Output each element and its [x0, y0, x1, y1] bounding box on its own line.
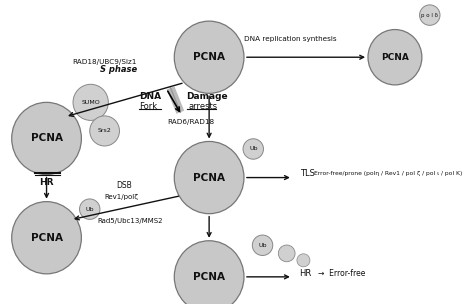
Text: S phase: S phase — [100, 65, 137, 74]
Text: PCNA: PCNA — [193, 52, 225, 62]
Text: Damage: Damage — [186, 92, 228, 101]
Ellipse shape — [12, 102, 82, 175]
Text: DNA: DNA — [139, 92, 162, 101]
Ellipse shape — [243, 139, 264, 159]
Text: →  Error-free: → Error-free — [319, 269, 365, 278]
Text: HR: HR — [39, 178, 54, 187]
Text: Rev1/polζ: Rev1/polζ — [105, 194, 138, 200]
Text: Ub: Ub — [85, 207, 94, 212]
Ellipse shape — [368, 29, 422, 85]
Text: PCNA: PCNA — [30, 233, 63, 243]
Text: Ub: Ub — [249, 146, 257, 151]
Text: PCNA: PCNA — [381, 53, 409, 62]
Text: p o l δ: p o l δ — [421, 13, 438, 17]
Text: RAD6/RAD18: RAD6/RAD18 — [167, 119, 214, 125]
Text: PCNA: PCNA — [193, 272, 225, 282]
Ellipse shape — [419, 5, 440, 25]
Ellipse shape — [174, 241, 244, 307]
Text: DNA replication synthesis: DNA replication synthesis — [244, 36, 337, 42]
Text: Srs2: Srs2 — [98, 128, 111, 134]
Text: HR: HR — [299, 269, 311, 278]
Ellipse shape — [297, 254, 310, 267]
Text: Error-free/prone (polη / Rev1 / pol ζ / pol ι / pol K): Error-free/prone (polη / Rev1 / pol ζ / … — [314, 171, 462, 176]
Text: Fork: Fork — [139, 102, 157, 111]
Text: TLS: TLS — [300, 169, 315, 177]
Text: PCNA: PCNA — [193, 173, 225, 183]
Ellipse shape — [12, 202, 82, 274]
Ellipse shape — [73, 84, 109, 120]
Text: DSB: DSB — [117, 181, 132, 190]
Ellipse shape — [174, 142, 244, 214]
Ellipse shape — [80, 199, 100, 220]
Text: SUMO: SUMO — [82, 100, 100, 105]
Text: Ub: Ub — [258, 243, 267, 248]
Text: Rad5/Ubc13/MMS2: Rad5/Ubc13/MMS2 — [98, 218, 163, 224]
Ellipse shape — [90, 116, 119, 146]
Text: arrests: arrests — [188, 102, 218, 111]
Ellipse shape — [174, 21, 244, 93]
Text: PCNA: PCNA — [30, 134, 63, 143]
Ellipse shape — [278, 245, 295, 262]
Ellipse shape — [252, 235, 273, 255]
Text: RAD18/UBC9/Siz1: RAD18/UBC9/Siz1 — [73, 59, 137, 65]
